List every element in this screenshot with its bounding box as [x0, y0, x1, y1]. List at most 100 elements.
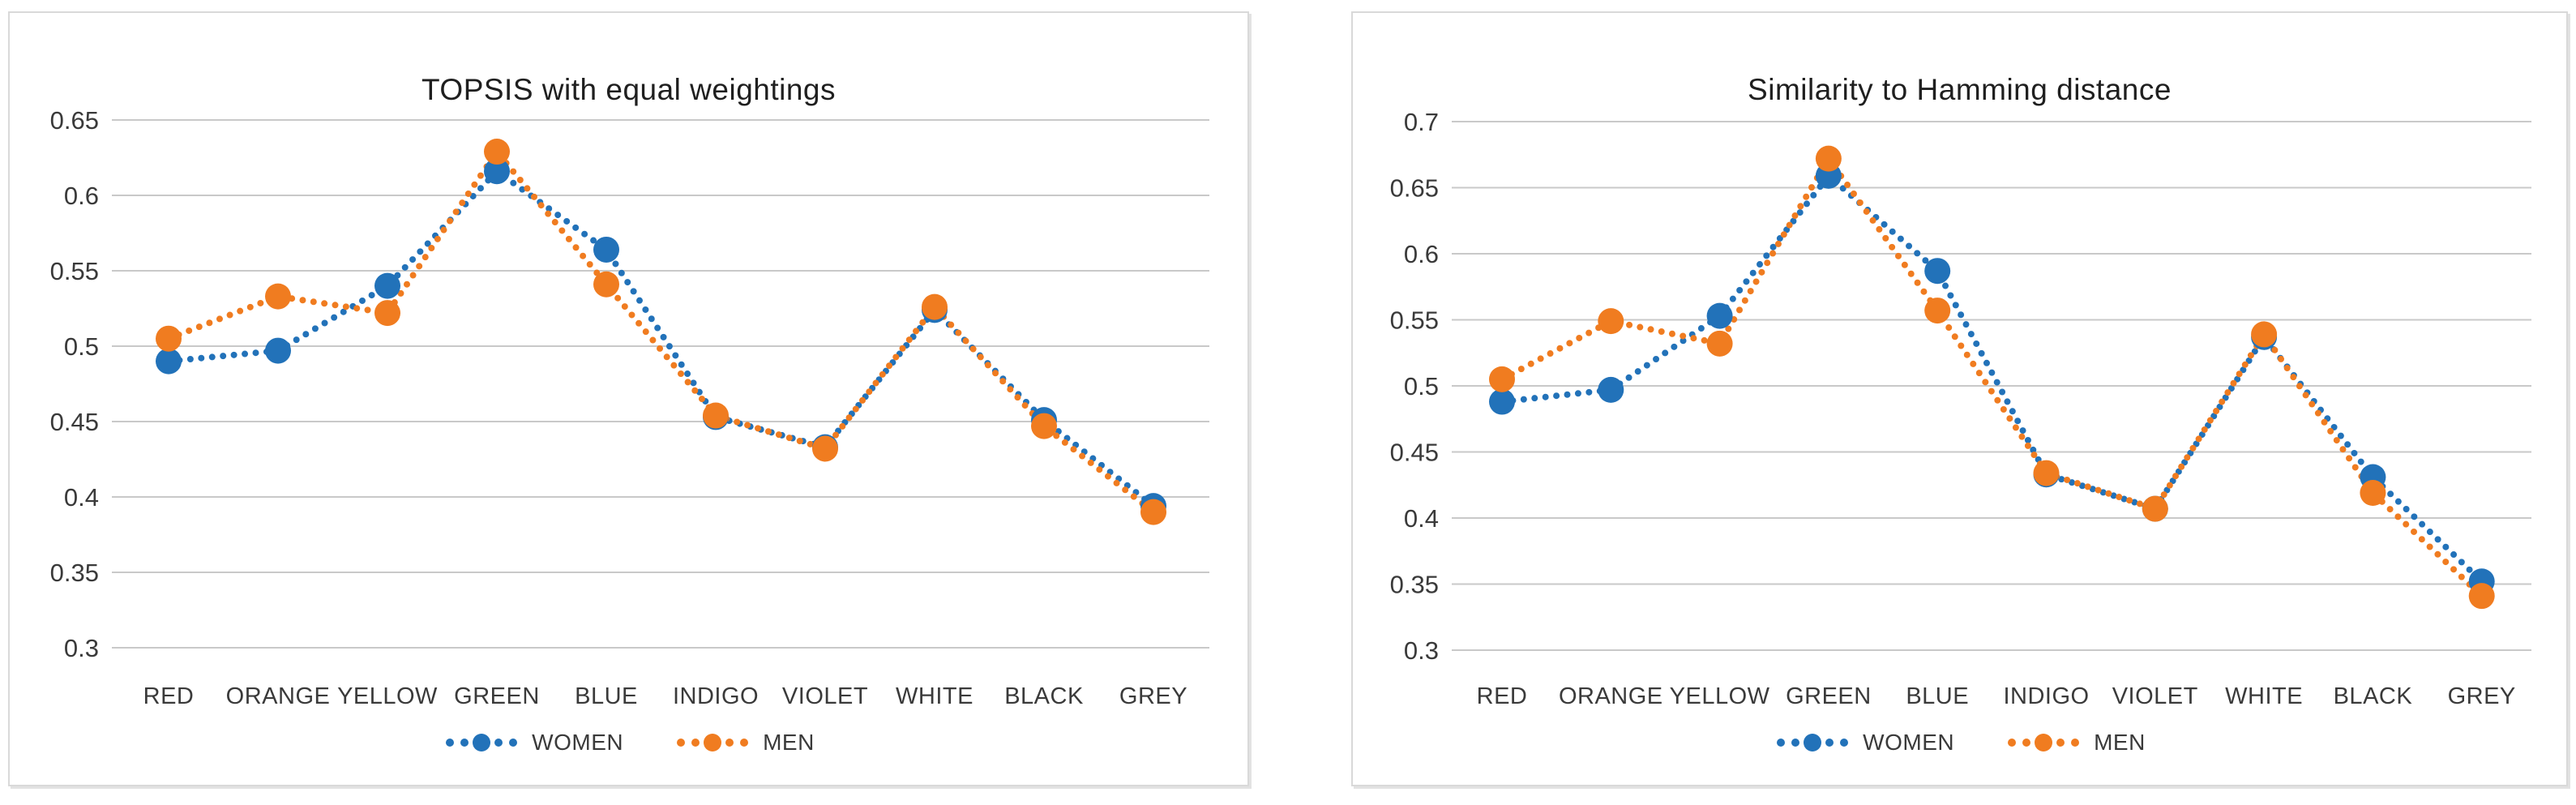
- x-axis-category-label: BLUE: [1906, 683, 1969, 709]
- x-axis-category-label: INDIGO: [2003, 683, 2089, 709]
- chart-title-hamming: Similarity to Hamming distance: [1748, 73, 2172, 106]
- data-point-men-grey: [1140, 499, 1166, 525]
- data-point-men-violet: [2142, 495, 2168, 522]
- data-point-men-indigo: [703, 402, 729, 429]
- legend-marker-dot: [677, 739, 686, 747]
- legend-item-men: MEN: [2005, 730, 2146, 756]
- x-axis-category-label: YELLOW: [1670, 683, 1770, 709]
- legend-marker-dot: [1825, 739, 1834, 747]
- data-point-women-orange: [1598, 376, 1624, 403]
- y-axis-tick-label: 0.6: [1404, 240, 1439, 268]
- legend-marker-dot: [740, 739, 749, 747]
- legend-marker-dot: [494, 739, 503, 747]
- y-axis-tick-label: 0.65: [50, 106, 99, 135]
- data-point-women-blue: [1924, 258, 1951, 285]
- data-point-women-yellow: [374, 272, 400, 299]
- data-point-men-grey: [2468, 583, 2495, 610]
- data-point-men-indigo: [2033, 460, 2060, 486]
- x-axis-category-label: RED: [1477, 683, 1528, 709]
- data-point-men-green: [1815, 145, 1842, 172]
- chart-panel-topsis: TOPSIS with equal weightings 0.65 0.6 0.55…: [8, 11, 1249, 786]
- data-point-men-white: [922, 293, 948, 320]
- men-series-marker-icon: [2008, 734, 2080, 751]
- x-axis-category-label: GREEN: [1786, 683, 1872, 709]
- data-point-men-yellow: [374, 300, 400, 327]
- x-axis-category-label: RED: [143, 683, 195, 709]
- data-point-men-black: [2360, 480, 2386, 507]
- y-axis-tick-label: 0.45: [1390, 439, 1439, 467]
- y-axis-tick-label: 0.35: [50, 559, 99, 587]
- hamming-plot-area: 0.7 0.65 0.6 0.55 0.5 0.45 0.4 0.35 0.3 RED ORANGE…: [1390, 108, 2531, 709]
- series-line-men: [165, 148, 1157, 516]
- men-series-marker-icon: [677, 734, 749, 751]
- legend-label-men: MEN: [763, 730, 815, 755]
- data-point-women-orange: [265, 337, 291, 364]
- legend-marker-dot: [691, 739, 700, 747]
- data-point-men-yellow: [1706, 330, 1733, 357]
- legend-marker-dot: [1777, 739, 1786, 747]
- data-point-women-yellow: [1706, 302, 1733, 329]
- legend-marker-dot: [1791, 739, 1800, 747]
- data-point-women-blue: [593, 236, 619, 263]
- series-line-women: [1499, 172, 2485, 585]
- data-point-men-orange: [1598, 308, 1624, 335]
- y-axis-tick-label: 0.55: [50, 257, 99, 285]
- legend-marker-dot: [2071, 739, 2080, 747]
- y-axis-tick-label: 0.45: [50, 408, 99, 436]
- legend-label-men: MEN: [2094, 730, 2146, 755]
- x-axis-category-label: BLACK: [1004, 683, 1084, 709]
- data-point-women-red: [156, 348, 182, 375]
- legend-marker-dot: [509, 739, 518, 747]
- y-axis-tick-label: 0.7: [1404, 108, 1439, 136]
- y-axis-tick-label: 0.65: [1390, 174, 1439, 203]
- legend-marker-dot: [473, 734, 491, 751]
- data-point-men-red: [1489, 366, 1515, 392]
- legend-marker-dot: [2008, 739, 2017, 747]
- y-axis-tick-label: 0.5: [64, 332, 99, 361]
- legend-marker-dot: [704, 734, 722, 751]
- x-axis-category-label: GREY: [1119, 683, 1187, 709]
- y-axis-tick-label: 0.5: [1404, 372, 1439, 400]
- legend-marker-dot: [446, 739, 455, 747]
- x-axis-category-label: WHITE: [2225, 683, 2303, 709]
- y-axis-tick-label: 0.4: [64, 483, 99, 512]
- y-axis-tick-label: 0.3: [64, 634, 99, 662]
- legend-marker-dot: [725, 739, 734, 747]
- x-axis-category-label: VIOLET: [782, 683, 868, 709]
- x-axis-category-label: INDIGO: [673, 683, 759, 709]
- x-axis-category-label: WHITE: [896, 683, 973, 709]
- y-axis-tick-label: 0.35: [1390, 571, 1439, 599]
- legend-topsis: WOMEN MEN: [10, 730, 1247, 756]
- women-series-marker-icon: [1777, 734, 1849, 751]
- y-axis-tick-label: 0.3: [1404, 636, 1439, 665]
- data-point-men-black: [1031, 413, 1057, 439]
- legend-hamming: WOMEN MEN: [1353, 730, 2566, 756]
- x-axis-category-label: VIOLET: [2112, 683, 2198, 709]
- x-axis-category-label: GREEN: [454, 683, 540, 709]
- legend-marker-dot: [1840, 739, 1849, 747]
- legend-marker-dot: [2022, 739, 2031, 747]
- data-point-men-blue: [1924, 298, 1951, 324]
- women-series-marker-icon: [446, 734, 518, 751]
- legend-marker-dot: [2056, 739, 2065, 747]
- legend-item-women: WOMEN: [443, 730, 623, 756]
- legend-marker-dot: [1804, 734, 1822, 751]
- x-axis-category-label: BLUE: [575, 683, 638, 709]
- chart-title-topsis: TOPSIS with equal weightings: [421, 73, 837, 106]
- y-axis-tick-label: 0.4: [1404, 504, 1439, 533]
- data-point-men-violet: [812, 435, 838, 462]
- data-point-men-white: [2251, 321, 2278, 348]
- chart-panel-hamming: Similarity to Hamming distance 0.7 0.65 0.…: [1351, 11, 2568, 786]
- y-axis-tick-label: 0.6: [64, 182, 99, 210]
- x-axis-category-label: YELLOW: [337, 683, 438, 709]
- data-point-women-red: [1489, 388, 1515, 415]
- x-axis-category-label: ORANGE: [1559, 683, 1663, 709]
- data-point-men-red: [156, 325, 182, 352]
- legend-item-men: MEN: [674, 730, 815, 756]
- legend-marker-dot: [2035, 734, 2053, 751]
- data-point-women-green: [484, 158, 510, 185]
- series-line-men: [1499, 155, 2485, 600]
- data-point-men-orange: [265, 283, 291, 310]
- data-point-men-green: [484, 139, 510, 165]
- legend-label-women: WOMEN: [1863, 730, 1955, 755]
